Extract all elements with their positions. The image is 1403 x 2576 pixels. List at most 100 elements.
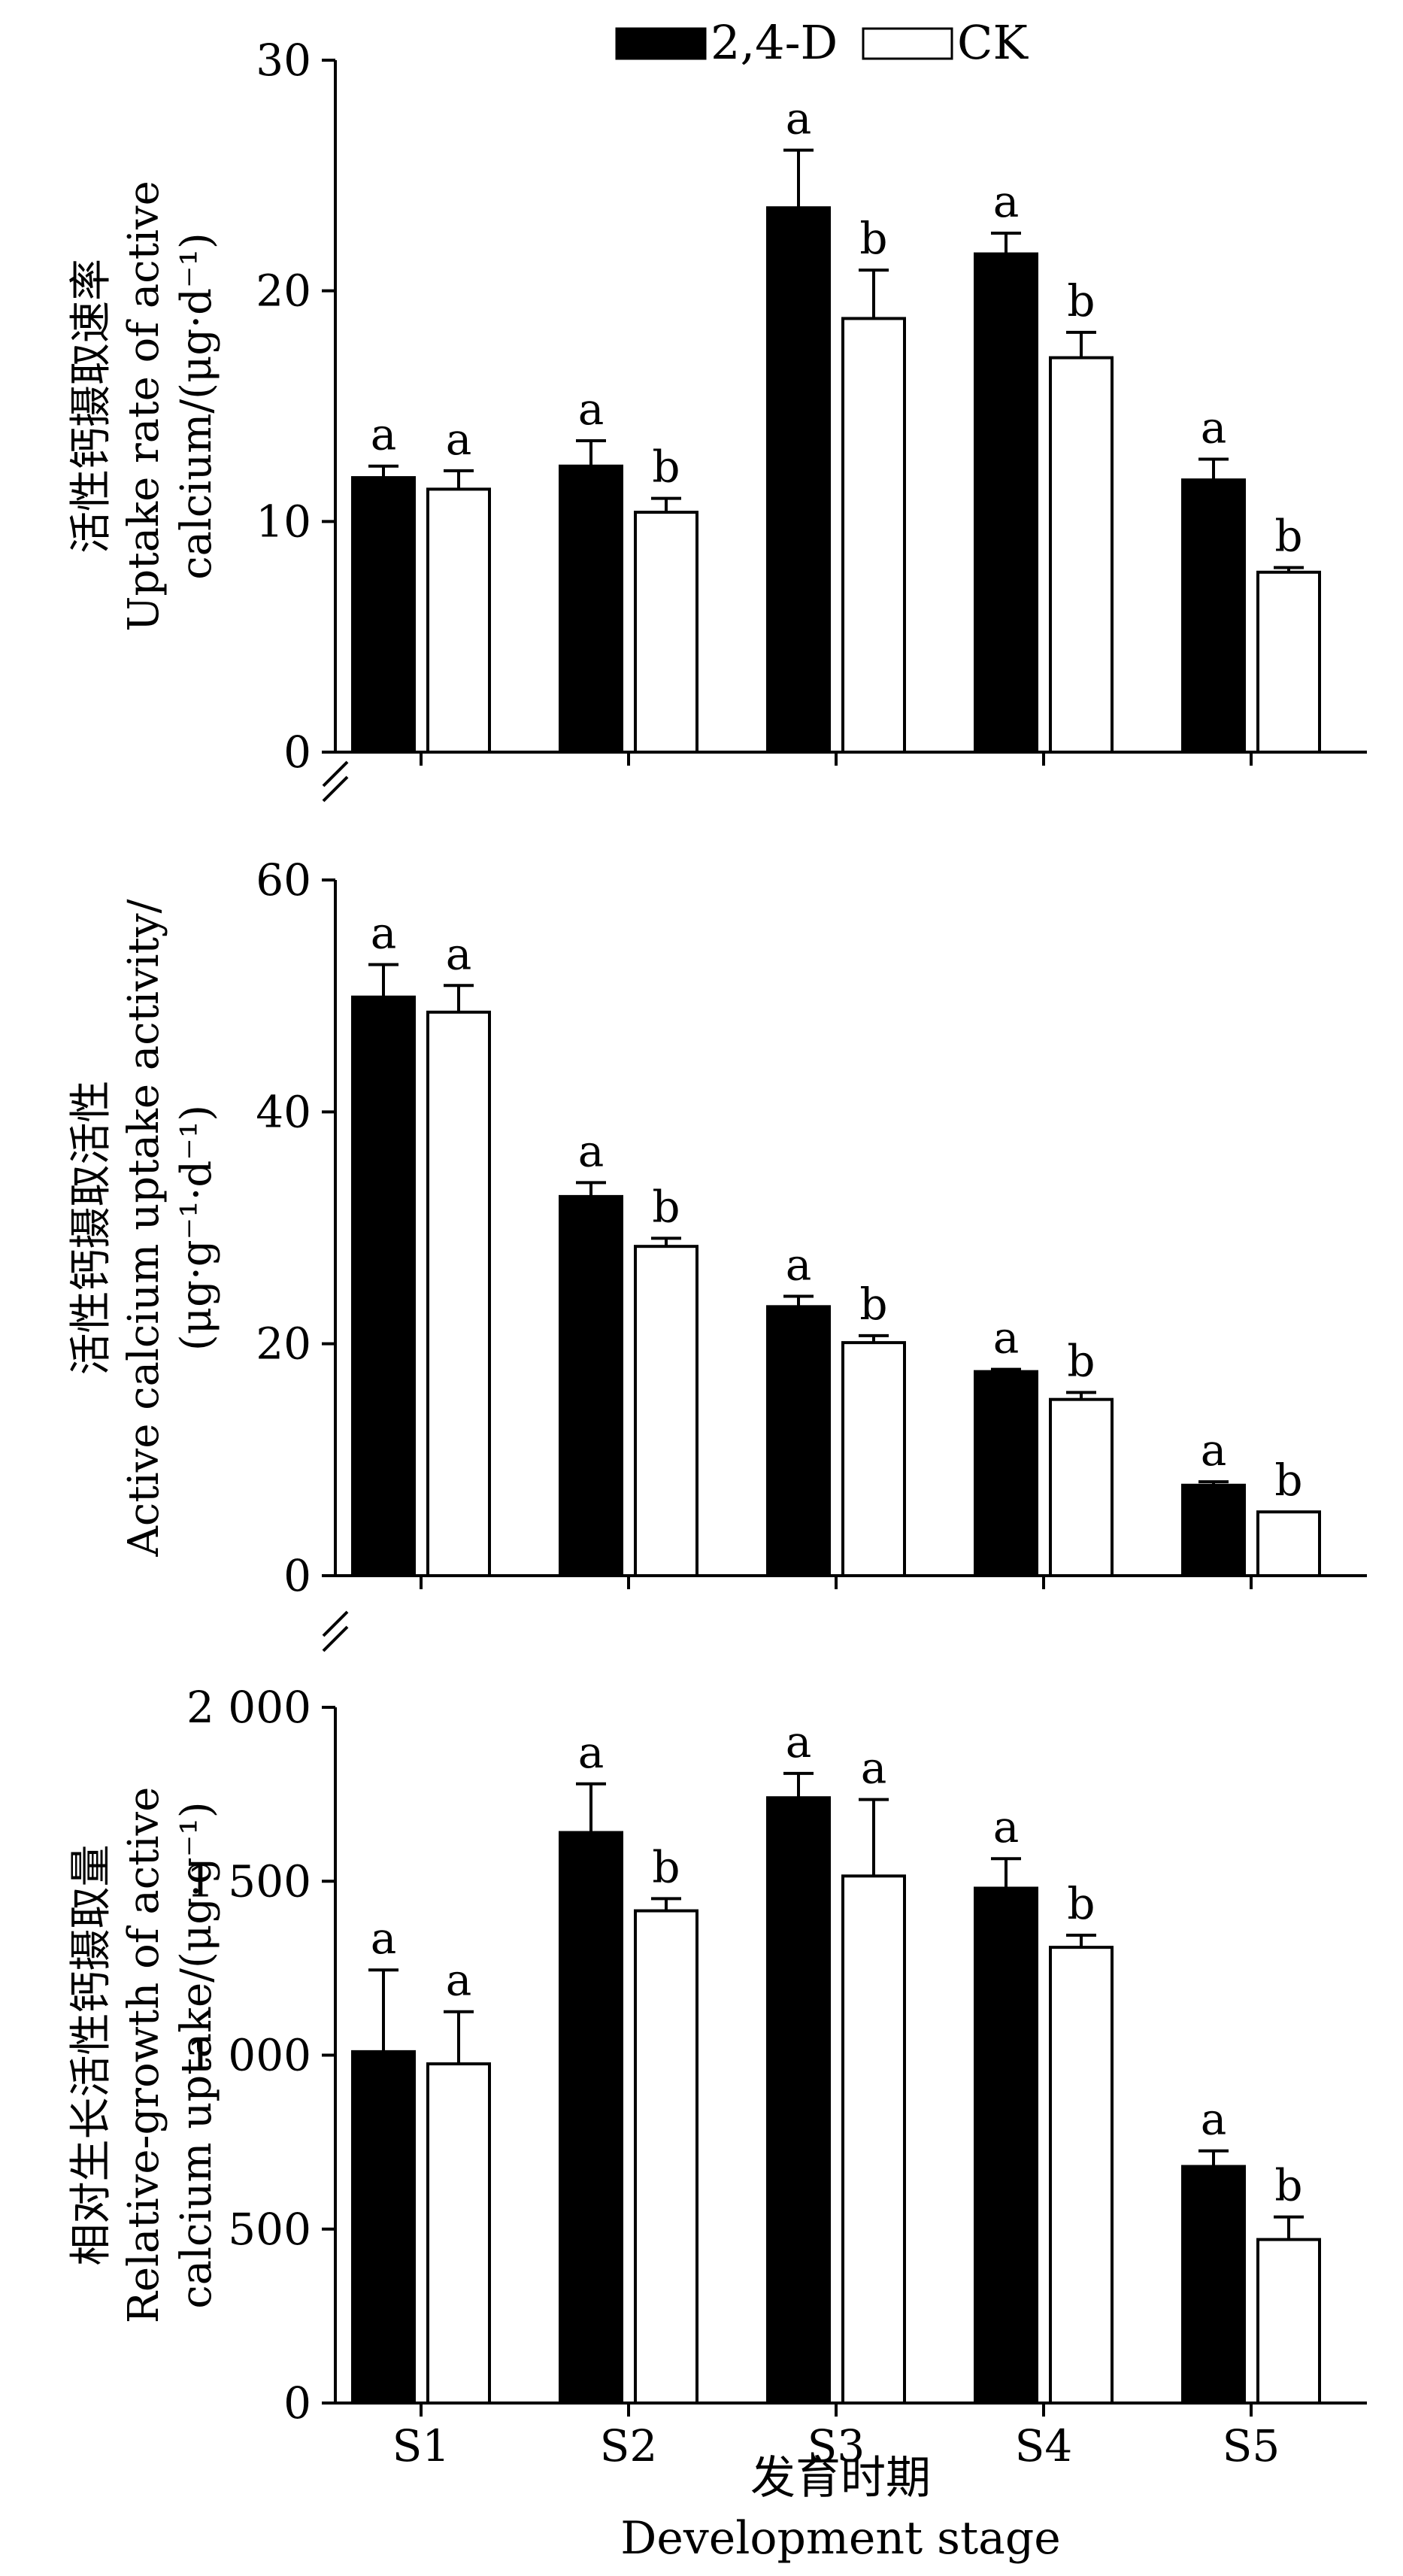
significance-letter: a — [1201, 402, 1227, 454]
bar-treatment-S2 — [559, 1831, 623, 2405]
significance-letter: b — [652, 1841, 680, 1892]
bar-control-S5 — [1256, 2238, 1321, 2405]
legend: 2,4-D CK — [615, 15, 1029, 70]
significance-letter: b — [859, 1279, 887, 1330]
y-tick-label: 10 — [256, 496, 311, 547]
y-tick-label: 60 — [256, 854, 311, 906]
significance-letter: a — [578, 1125, 605, 1176]
x-tick-label-S1: S1 — [392, 2420, 450, 2471]
y-axis-title-line: 活性钙摄取速率 — [67, 259, 116, 554]
x-tick-labels: S1 S2 S3 S4 S5 — [392, 2420, 1280, 2471]
significance-letter: a — [371, 409, 397, 460]
significance-letter: a — [371, 1913, 397, 1964]
bar-control-S5 — [1256, 570, 1321, 754]
bar-control-S4 — [1049, 1946, 1114, 2405]
y-axis-title-line: calcium uptake/(μg·g⁻¹) — [172, 1801, 221, 2308]
bar-treatment-S5 — [1181, 2165, 1246, 2405]
panel-relative-growth: 0 500 1 000 1 500 2 000 相对生长活性钙摄取量 Relative-gr… — [67, 1682, 1367, 2429]
y-tick-label: 500 — [228, 2204, 311, 2255]
bar-treatment-S2 — [559, 464, 623, 754]
significance-letter: a — [786, 93, 812, 144]
bar-control-S3 — [841, 1874, 906, 2405]
legend-swatch-control — [862, 27, 953, 60]
y-axis-title: 相对生长活性钙摄取量 Relative-growth of active calci… — [67, 1787, 221, 2324]
bar-control-S2 — [634, 1245, 698, 1577]
y-axis-title-line: Uptake rate of active — [120, 181, 168, 632]
y-tick-label: 0 — [283, 2377, 311, 2429]
bar-treatment-S4 — [974, 252, 1038, 754]
significance-letter: a — [578, 384, 605, 435]
significance-letter: a — [786, 1239, 812, 1290]
significance-letter: b — [1274, 511, 1302, 562]
x-axis-title-en: Development stage — [620, 2512, 1061, 2565]
legend-swatch-treatment — [615, 27, 707, 60]
x-axis-title-cn: 发育时期 — [750, 2452, 931, 2505]
significance-letter: a — [371, 908, 397, 959]
y-axis-title: 活性钙摄取活性 Active calcium uptake activity/(μ… — [67, 899, 221, 1557]
axis-break-1 — [322, 760, 349, 803]
significance-letter: a — [786, 1716, 812, 1767]
significance-letter: b — [652, 441, 680, 493]
significance-letter: a — [861, 1743, 887, 1794]
significance-letter: b — [1067, 1335, 1095, 1386]
bar-treatment-S1 — [351, 2050, 416, 2405]
y-tick-label: 0 — [283, 1550, 311, 1601]
significance-letter: a — [993, 1801, 1020, 1852]
bar-control-S2 — [634, 1909, 698, 2405]
bar-control-S3 — [841, 317, 906, 754]
significance-letter: a — [446, 928, 472, 979]
bar-treatment-S5 — [1181, 1483, 1246, 1577]
bar-treatment-S4 — [974, 1370, 1038, 1577]
significance-letter: a — [1201, 1425, 1227, 1476]
bar-control-S4 — [1049, 1397, 1114, 1577]
significance-letter: a — [446, 1955, 472, 2006]
significance-letter: a — [993, 1312, 1020, 1364]
bar-control-S5 — [1256, 1510, 1321, 1578]
y-axis-title-line: Active calcium uptake activity/ — [120, 899, 168, 1557]
bar-treatment-S4 — [974, 1886, 1038, 2405]
y-tick-label: 20 — [256, 265, 311, 317]
bar-treatment-S5 — [1181, 478, 1246, 754]
significance-letter: b — [859, 213, 887, 264]
bar-control-S4 — [1049, 356, 1114, 754]
x-tick-label-S4: S4 — [1015, 2420, 1073, 2471]
bar-control-S1 — [426, 2062, 491, 2405]
x-tick-label-S3: S3 — [808, 2420, 865, 2471]
significance-letter: b — [652, 1181, 680, 1232]
significance-letter: a — [993, 176, 1020, 227]
y-axis-title-line: 相对生长活性钙摄取量 — [67, 1845, 116, 2266]
legend-label-treatment: 2,4-D — [711, 15, 838, 70]
significance-letter: b — [1067, 275, 1095, 326]
bar-treatment-S3 — [766, 206, 831, 754]
y-tick-label: 20 — [256, 1318, 311, 1370]
bar-treatment-S1 — [351, 995, 416, 1578]
bar-treatment-S1 — [351, 476, 416, 754]
y-tick-label: 30 — [256, 35, 311, 86]
significance-letter: b — [1274, 1455, 1302, 1506]
bar-control-S1 — [426, 487, 491, 754]
y-axis-title: 活性钙摄取速率 Uptake rate of active calcium/(μg·… — [67, 181, 221, 632]
bar-control-S1 — [426, 1010, 491, 1577]
y-tick-label: 1 000 — [186, 2030, 311, 2081]
y-axis-title-line: 活性钙摄取活性 — [67, 1081, 116, 1376]
axis-break-2 — [322, 1610, 349, 1652]
legend-label-control: CK — [957, 15, 1029, 70]
y-axis-title-line: Relative-growth of active — [120, 1787, 168, 2324]
x-tick-label-S2: S2 — [600, 2420, 658, 2471]
significance-letter: a — [1201, 2094, 1227, 2145]
bar-treatment-S3 — [766, 1796, 831, 2405]
y-tick-label: 2 000 — [186, 1682, 311, 1733]
y-axis-title-line: (μg·g⁻¹·d⁻¹) — [172, 1105, 221, 1351]
x-tick-label-S5: S5 — [1223, 2420, 1280, 2471]
significance-letter: a — [578, 1727, 605, 1778]
bar-control-S2 — [634, 511, 698, 754]
significance-letter: a — [446, 414, 472, 465]
bar-treatment-S3 — [766, 1305, 831, 1578]
panel-uptake-rate: 0 10 20 30 活性钙摄取速率 Uptake rate of active calci… — [67, 35, 1367, 778]
y-tick-label: 1 500 — [186, 1855, 311, 1907]
significance-letter: b — [1274, 2160, 1302, 2211]
y-axis-title-line: calcium/(μg·d⁻¹) — [172, 232, 221, 580]
bar-treatment-S2 — [559, 1194, 623, 1577]
panel-uptake-activity: 0 20 40 60 活性钙摄取活性 Active calcium uptake acti… — [67, 854, 1367, 1601]
